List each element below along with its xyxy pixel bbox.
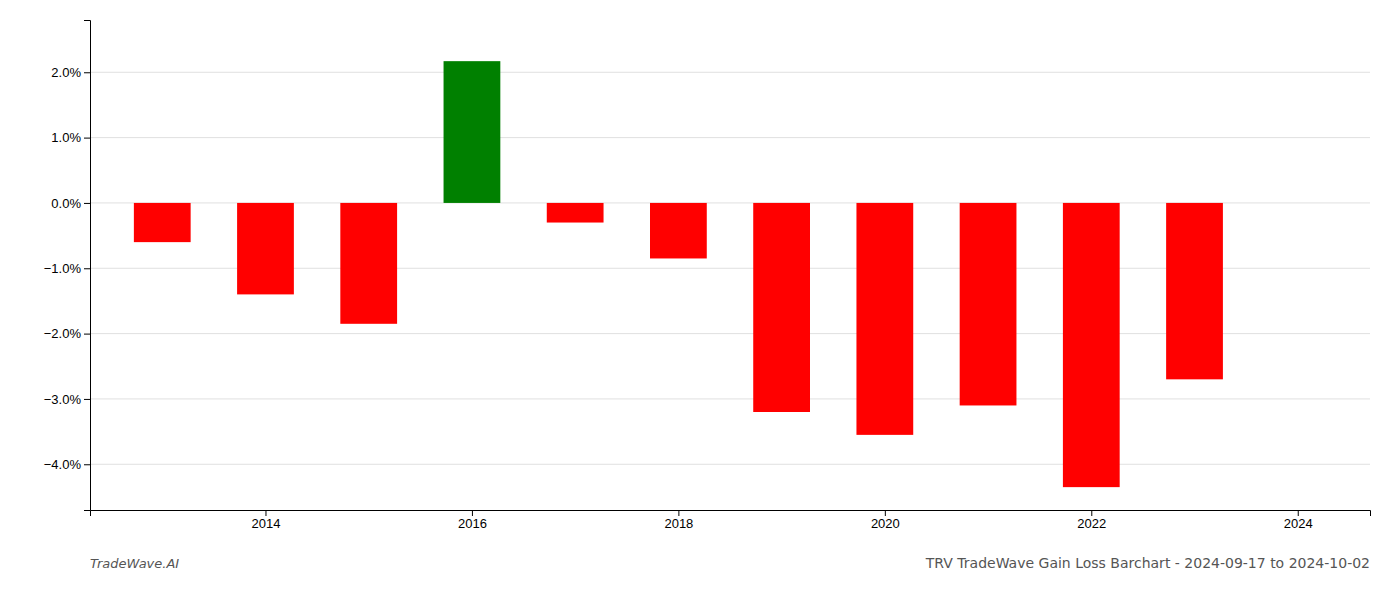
y-tick-label: −1.0% xyxy=(44,261,82,276)
y-tick: −3.0% xyxy=(44,392,90,407)
title: TRV TradeWave Gain Loss Barchart - 2024-… xyxy=(925,555,1370,571)
x-tick-mark xyxy=(678,510,679,516)
watermark: TradeWave.AI xyxy=(90,556,179,571)
x-tick-label: 2024 xyxy=(1284,516,1313,531)
y-tick-label: 1.0% xyxy=(51,130,81,145)
x-tick-label: 2020 xyxy=(871,516,900,531)
x-tick: 2014 xyxy=(252,510,281,531)
y-tick-mark xyxy=(84,203,90,204)
y-tick: 0.0% xyxy=(51,196,90,211)
x-tick: 2018 xyxy=(664,510,693,531)
y-tick-label: −3.0% xyxy=(44,392,82,407)
x-tick-mark xyxy=(885,510,886,516)
bar xyxy=(340,203,397,324)
bar xyxy=(856,203,913,435)
grid-line xyxy=(90,464,1370,465)
grid-line xyxy=(90,398,1370,399)
y-tick-label: −2.0% xyxy=(44,326,82,341)
bar xyxy=(650,203,707,259)
grid-line xyxy=(90,72,1370,73)
y-axis-line xyxy=(84,21,91,511)
y-tick: −2.0% xyxy=(44,326,90,341)
bar xyxy=(134,203,191,242)
y-tick-label: −4.0% xyxy=(44,457,82,472)
x-tick-mark xyxy=(265,510,266,516)
y-tick: 2.0% xyxy=(51,65,90,80)
y-tick-mark xyxy=(84,464,90,465)
y-tick: 1.0% xyxy=(51,130,90,145)
bar xyxy=(1063,203,1120,487)
x-tick-label: 2018 xyxy=(664,516,693,531)
y-tick-label: 2.0% xyxy=(51,65,81,80)
bars xyxy=(134,61,1223,487)
bar xyxy=(1166,203,1223,379)
bar xyxy=(237,203,294,294)
x-tick-label: 2016 xyxy=(458,516,487,531)
x-axis: 2014 2016 2018 2020 2022 2024 xyxy=(91,510,1371,531)
y-tick-label: 0.0% xyxy=(51,196,81,211)
x-tick: 2020 xyxy=(871,510,900,531)
y-tick-mark xyxy=(84,334,90,335)
x-axis-line xyxy=(91,511,1371,517)
x-tick-mark xyxy=(1091,510,1092,516)
bar xyxy=(960,203,1017,406)
x-tick-label: 2022 xyxy=(1077,516,1106,531)
y-tick: −1.0% xyxy=(44,261,90,276)
y-axis: −4.0% −3.0% −2.0% −1.0% 0.0% 1.0% 2.0% xyxy=(44,21,91,511)
x-tick-mark xyxy=(472,510,473,516)
bar xyxy=(444,61,501,203)
y-tick-mark xyxy=(84,268,90,269)
y-tick-mark xyxy=(84,72,90,73)
y-tick-mark xyxy=(84,138,90,139)
plot: −4.0% −3.0% −2.0% −1.0% 0.0% 1.0% 2.0% 2014 2016… xyxy=(44,21,1371,532)
x-tick-mark xyxy=(1298,510,1299,516)
bar xyxy=(547,203,604,223)
bar xyxy=(753,203,810,412)
x-tick: 2016 xyxy=(458,510,487,531)
x-tick: 2022 xyxy=(1077,510,1106,531)
grid xyxy=(90,72,1370,464)
x-tick: 2024 xyxy=(1284,510,1313,531)
y-tick-mark xyxy=(84,399,90,400)
chart: −4.0% −3.0% −2.0% −1.0% 0.0% 1.0% 2.0% 2014 2016… xyxy=(0,0,1400,600)
y-tick: −4.0% xyxy=(44,457,90,472)
x-tick-label: 2014 xyxy=(252,516,281,531)
grid-line xyxy=(90,137,1370,138)
